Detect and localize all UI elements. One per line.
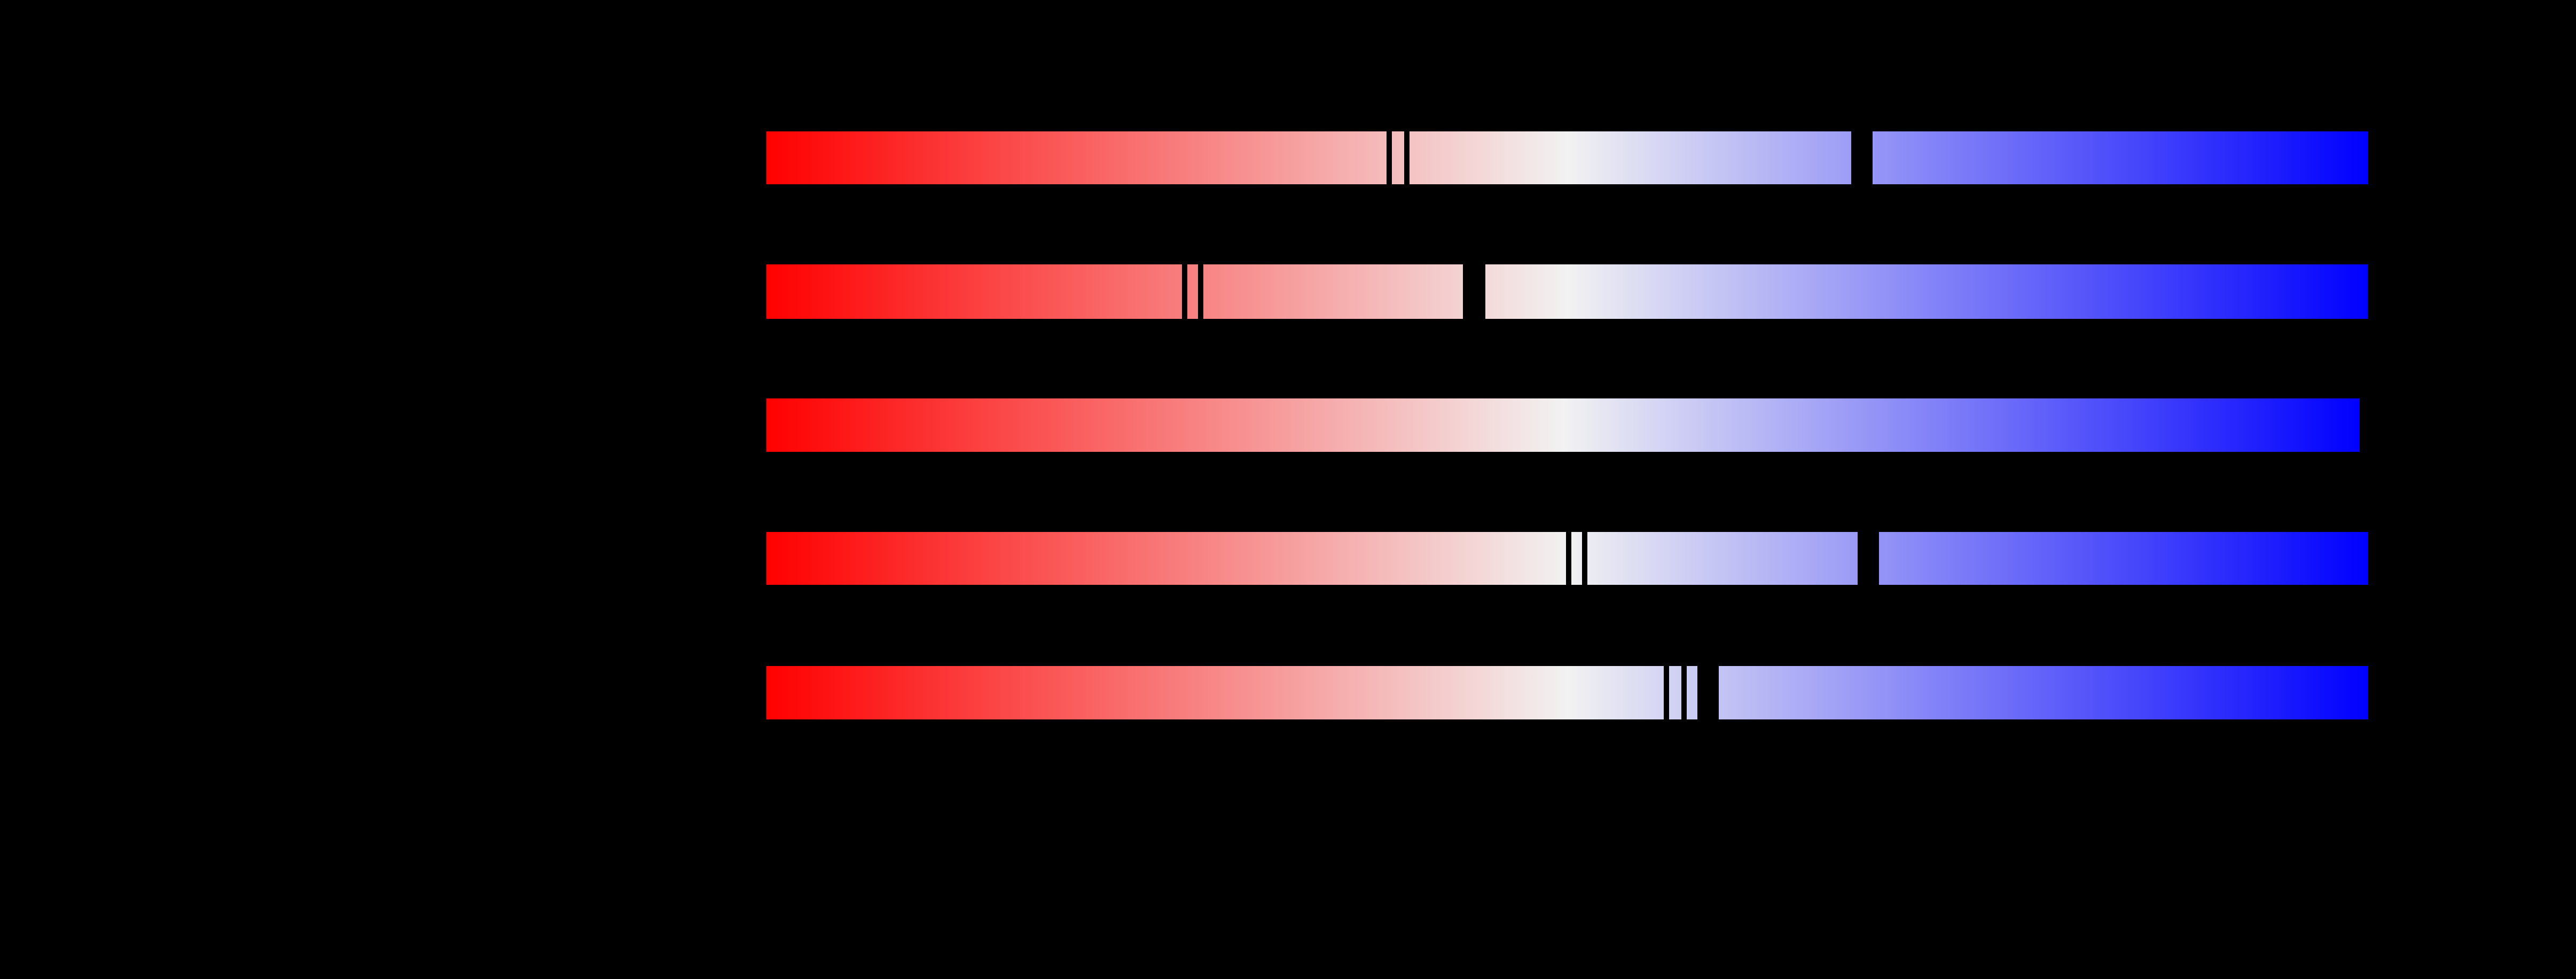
colorbar-segment (1872, 131, 2368, 184)
colorbar-segment (1187, 264, 1198, 319)
colorbar-segment (766, 398, 2360, 452)
colorbar-segment (1485, 264, 2368, 319)
colorbar-segment (1878, 532, 2368, 585)
colorbar-segment (766, 532, 1567, 585)
colorbar-segment (1686, 666, 1697, 719)
colorbar-segment (1392, 131, 1405, 184)
colorbar-segment (766, 131, 1387, 184)
colorbar-segment (1410, 131, 1851, 184)
colorbar-row (766, 264, 2368, 319)
colorbar-segment (1718, 666, 2368, 719)
colorbar-row (766, 666, 2368, 719)
colorbar-segment (766, 666, 1664, 719)
colorbar-segment (766, 264, 1182, 319)
colorbar-row (766, 398, 2360, 452)
colorbar-segment (1203, 264, 1463, 319)
colorbar-row (766, 532, 2368, 585)
colorbar-segment (1587, 532, 1858, 585)
colorbar-segment (1669, 666, 1681, 719)
colorbar-row (766, 131, 2368, 184)
colorbar-segment (1571, 532, 1583, 585)
